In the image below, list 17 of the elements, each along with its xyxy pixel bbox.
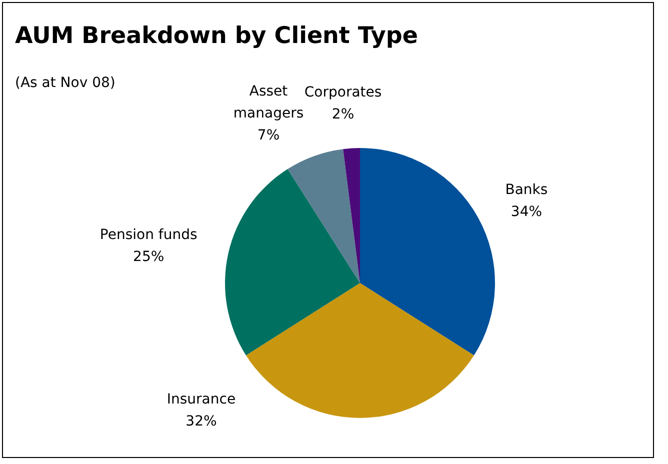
slice-label: Asset managers: [233, 83, 304, 122]
pie-slice: [343, 148, 360, 283]
pie-slice: [288, 149, 360, 283]
pie-slice: [225, 169, 360, 356]
slice-label: Corporates: [304, 84, 382, 100]
data-label: 25%: [133, 248, 164, 265]
pie-slice: [360, 148, 495, 356]
data-label: 32%: [186, 413, 217, 430]
pie-slice: [246, 283, 474, 418]
chart-subtitle: (As at Nov 08): [15, 75, 116, 91]
data-label: 2%: [332, 106, 354, 122]
chart-title: AUM Breakdown by Client Type: [15, 23, 418, 49]
data-label: 7%: [257, 127, 280, 144]
slice-label: Pension funds: [100, 226, 198, 243]
data-label: 34%: [510, 204, 542, 220]
slice-label: Banks: [505, 182, 548, 198]
slice-label: Insurance: [166, 391, 236, 408]
